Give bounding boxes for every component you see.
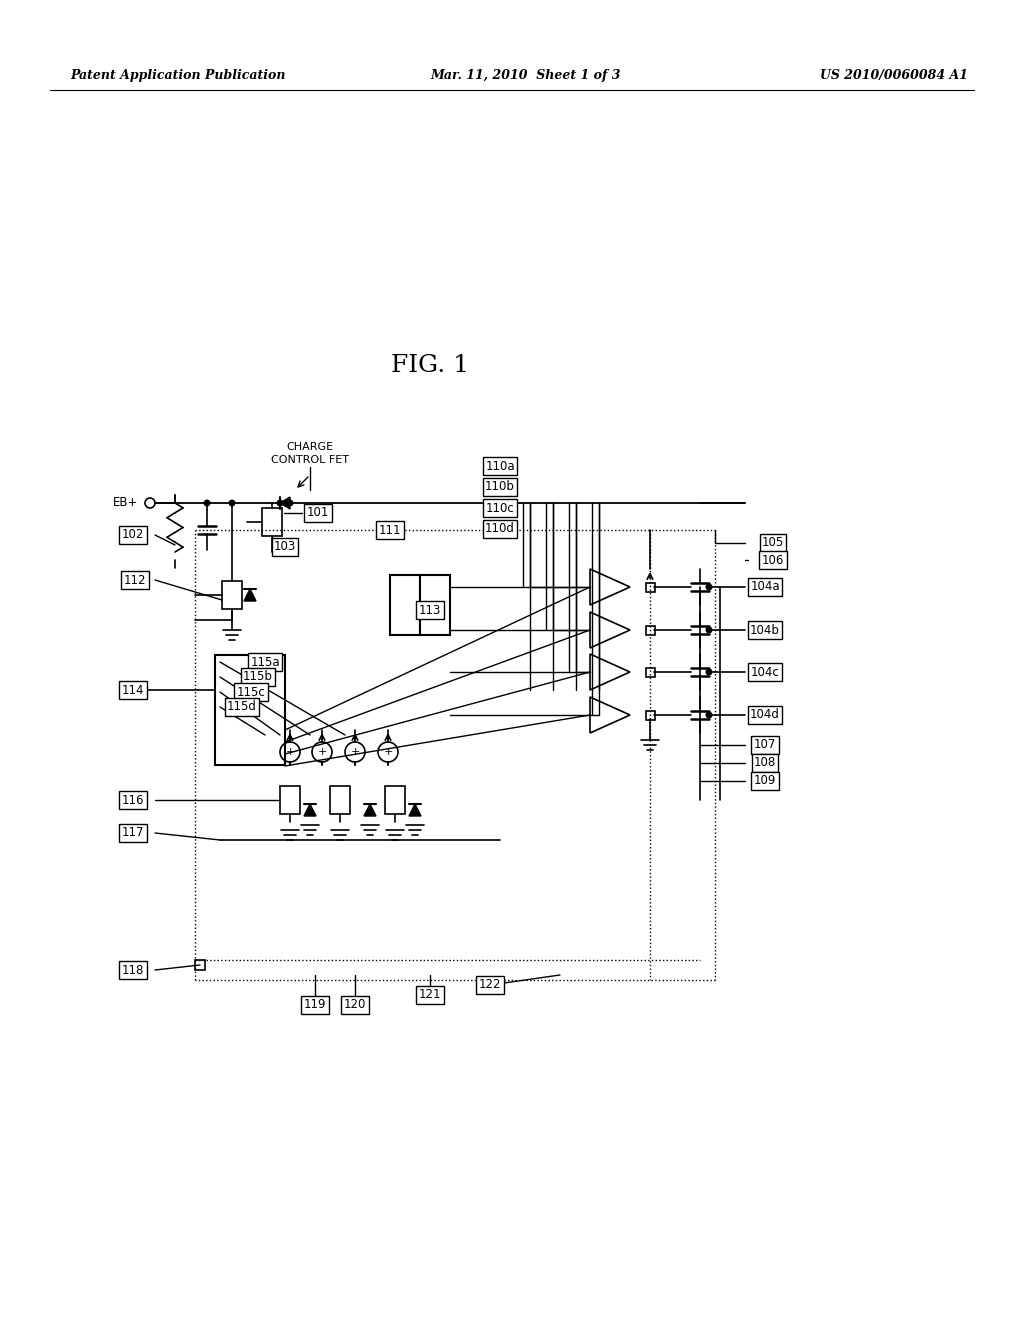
Circle shape [276, 499, 284, 507]
Bar [420, 576, 450, 635]
Text: 109: 109 [754, 775, 776, 788]
Circle shape [287, 499, 294, 507]
Text: CHARGE: CHARGE [287, 442, 334, 451]
Bar [646, 668, 655, 677]
Text: 115c: 115c [237, 685, 265, 698]
Text: 115d: 115d [227, 701, 257, 714]
Text: 104a: 104a [751, 581, 780, 594]
Bar [646, 583, 655, 591]
Circle shape [706, 583, 713, 590]
Text: 101: 101 [307, 507, 329, 520]
Text: +: + [350, 747, 359, 756]
Text: 119: 119 [304, 998, 327, 1011]
Text: 117: 117 [122, 826, 144, 840]
Circle shape [204, 499, 211, 507]
Text: +: + [383, 747, 392, 756]
Text: 108: 108 [754, 756, 776, 770]
Bar [280, 785, 300, 814]
Bar [390, 576, 420, 635]
Text: 110b: 110b [485, 480, 515, 494]
Bar [215, 655, 285, 766]
Text: 122: 122 [479, 978, 502, 991]
Text: 103: 103 [273, 540, 296, 553]
Bar [195, 960, 205, 970]
Text: 104d: 104d [750, 709, 780, 722]
Text: Patent Application Publication: Patent Application Publication [70, 69, 286, 82]
Circle shape [706, 668, 713, 676]
Polygon shape [364, 804, 376, 816]
Circle shape [706, 711, 713, 718]
Text: 110a: 110a [485, 459, 515, 473]
Text: 115a: 115a [250, 656, 280, 668]
Circle shape [228, 499, 236, 507]
Text: 115b: 115b [243, 671, 273, 684]
Polygon shape [244, 589, 256, 601]
Bar [385, 785, 406, 814]
Polygon shape [304, 804, 316, 816]
Bar [222, 581, 242, 609]
Bar [646, 711, 655, 719]
Circle shape [706, 627, 713, 634]
Text: US 2010/0060084 A1: US 2010/0060084 A1 [820, 69, 968, 82]
Text: +: + [286, 747, 295, 756]
Polygon shape [280, 498, 290, 510]
Text: +: + [317, 747, 327, 756]
Polygon shape [409, 804, 421, 816]
Text: CONTROL FET: CONTROL FET [271, 455, 349, 465]
Text: FIG. 1: FIG. 1 [391, 354, 469, 376]
Text: 120: 120 [344, 998, 367, 1011]
Bar [646, 626, 655, 635]
Text: EB+: EB+ [113, 496, 138, 510]
Text: 111: 111 [379, 524, 401, 536]
Text: 114: 114 [122, 684, 144, 697]
Text: 118: 118 [122, 964, 144, 977]
Text: 110d: 110d [485, 523, 515, 536]
Text: 102: 102 [122, 528, 144, 541]
Text: Mar. 11, 2010  Sheet 1 of 3: Mar. 11, 2010 Sheet 1 of 3 [430, 69, 621, 82]
Bar [330, 785, 350, 814]
Bar [262, 508, 282, 536]
Text: 106: 106 [762, 553, 784, 566]
Text: 113: 113 [419, 603, 441, 616]
Text: 121: 121 [419, 989, 441, 1002]
Text: 116: 116 [122, 793, 144, 807]
Text: 104b: 104b [750, 623, 780, 636]
Text: 110c: 110c [485, 502, 514, 515]
Text: 112: 112 [124, 573, 146, 586]
Text: 107: 107 [754, 738, 776, 751]
Text: 104c: 104c [751, 665, 779, 678]
Text: 105: 105 [762, 536, 784, 549]
